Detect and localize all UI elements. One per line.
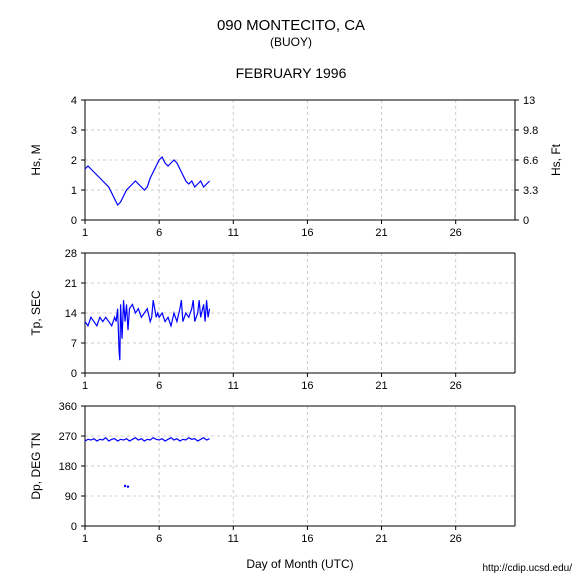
outlier-point <box>127 485 129 487</box>
x-tick-label: 6 <box>156 227 162 239</box>
x-tick-label: 26 <box>450 380 462 392</box>
credit-url: http://cdip.ucsd.edu/ <box>482 563 572 574</box>
x-tick-label: 16 <box>301 380 313 392</box>
y-tick-label: 28 <box>65 248 77 260</box>
outlier-point <box>124 485 126 487</box>
x-tick-label: 21 <box>375 533 387 545</box>
x-tick-label: 26 <box>450 227 462 239</box>
y-tick-label: 270 <box>59 431 77 443</box>
x-tick-label: 1 <box>82 533 88 545</box>
x-tick-label: 21 <box>375 227 387 239</box>
data-line <box>85 300 210 360</box>
y-tick-label: 4 <box>71 95 77 107</box>
y-tick-label: 7 <box>71 338 77 350</box>
y-axis-label: Hs, M <box>29 144 43 175</box>
x-tick-label: 1 <box>82 380 88 392</box>
y-tick-label: 2 <box>71 155 77 167</box>
y-tick-label-right: 13 <box>523 95 535 107</box>
buoy-subtitle: (BUOY) <box>270 35 312 49</box>
y-tick-label: 21 <box>65 278 77 290</box>
y-tick-label: 0 <box>71 368 77 380</box>
y-axis-label-right: Hs, Ft <box>549 143 563 176</box>
y-tick-label: 0 <box>71 521 77 533</box>
y-tick-label-right: 3.3 <box>523 185 538 197</box>
x-tick-label: 21 <box>375 380 387 392</box>
y-tick-label: 360 <box>59 401 77 413</box>
y-tick-label-right: 0 <box>523 215 529 227</box>
x-tick-label: 11 <box>228 380 239 392</box>
x-tick-label: 1 <box>82 227 88 239</box>
x-tick-label: 16 <box>301 533 313 545</box>
data-line <box>85 157 210 205</box>
x-tick-label: 11 <box>228 227 239 239</box>
y-tick-label: 0 <box>71 215 77 227</box>
y-tick-label: 90 <box>65 491 77 503</box>
chart-container: 090 MONTECITO, CA(BUOY)FEBRUARY 19960123… <box>0 0 582 581</box>
x-tick-label: 26 <box>450 533 462 545</box>
y-tick-label: 1 <box>71 185 77 197</box>
y-axis-label: Tp, SEC <box>29 290 43 336</box>
x-tick-label: 16 <box>301 227 313 239</box>
x-tick-label: 11 <box>228 533 239 545</box>
y-tick-label-right: 6.6 <box>523 155 538 167</box>
y-tick-label: 3 <box>71 125 77 137</box>
x-tick-label: 6 <box>156 533 162 545</box>
y-tick-label: 180 <box>59 461 77 473</box>
chart-svg: 090 MONTECITO, CA(BUOY)FEBRUARY 19960123… <box>0 0 582 581</box>
y-tick-label: 14 <box>65 308 77 320</box>
month-title: FEBRUARY 1996 <box>236 65 347 81</box>
y-axis-label: Dp, DEG TN <box>29 432 43 499</box>
station-title: 090 MONTECITO, CA <box>217 17 365 34</box>
x-tick-label: 6 <box>156 380 162 392</box>
x-axis-label: Day of Month (UTC) <box>246 557 353 571</box>
y-tick-label-right: 9.8 <box>523 125 538 137</box>
data-line <box>85 438 210 441</box>
